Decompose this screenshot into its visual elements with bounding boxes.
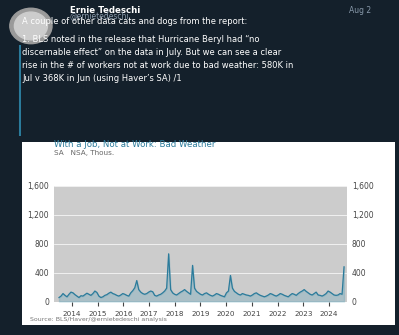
Text: Aug 2: Aug 2	[349, 6, 371, 15]
Circle shape	[10, 8, 52, 44]
Text: 1. BLS noted in the release that Hurricane Beryl had “no
discernable effect” on : 1. BLS noted in the release that Hurrica…	[22, 35, 293, 83]
Text: Source: BLS/Haver/@ernietedeschi analysis: Source: BLS/Haver/@ernietedeschi analysi…	[30, 317, 167, 322]
Text: With a Job, Not at Work: Bad Weather: With a Job, Not at Work: Bad Weather	[54, 140, 215, 149]
Text: A couple of other data cats and dogs from the report:: A couple of other data cats and dogs fro…	[22, 17, 247, 26]
Text: SA   NSA, Thous.: SA NSA, Thous.	[54, 150, 114, 156]
Text: @ernietedeschi: @ernietedeschi	[70, 11, 129, 20]
Text: Ernie Tedeschi: Ernie Tedeschi	[70, 6, 140, 15]
Circle shape	[14, 12, 47, 40]
